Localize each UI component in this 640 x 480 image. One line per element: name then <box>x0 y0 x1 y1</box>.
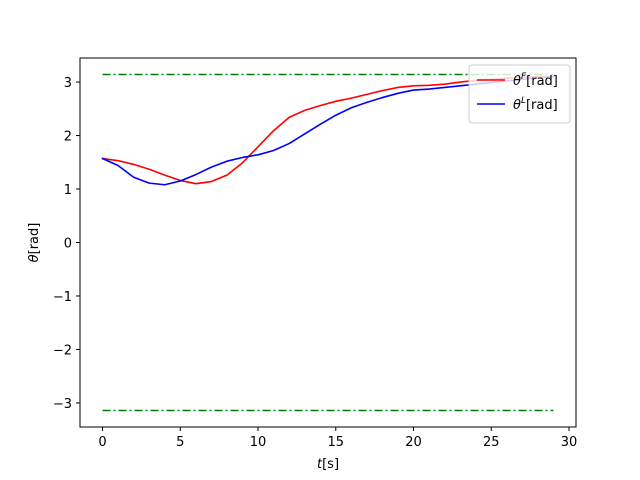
x-tick-label: 30 <box>561 435 578 450</box>
y-axis: −3 −2 −1 0 1 2 3 <box>53 76 80 412</box>
y-axis-label-unit: [rad] <box>27 223 42 255</box>
x-tick-label: 15 <box>328 435 345 450</box>
x-tick-label: 20 <box>405 435 422 450</box>
x-tick-label: 5 <box>176 435 184 450</box>
y-tick-label: −3 <box>53 397 72 412</box>
x-axis-label: t[s] <box>317 457 339 472</box>
x-axis-label-unit: [s] <box>322 457 339 472</box>
legend-label-theta-f: θF[rad] <box>513 72 558 89</box>
y-tick-label: 2 <box>64 130 72 145</box>
y-tick-label: −2 <box>53 343 72 358</box>
y-axis-label: θ[rad] <box>27 223 42 263</box>
y-tick-label: 3 <box>64 76 72 91</box>
x-tick-label: 25 <box>483 435 500 450</box>
y-tick-label: −1 <box>53 290 72 305</box>
x-axis: 0 5 10 15 20 25 30 <box>98 427 577 450</box>
y-axis-label-symbol: θ <box>27 254 42 262</box>
legend-label-theta-l: θL[rad] <box>513 96 558 113</box>
legend: θF[rad] θL[rad] <box>468 64 571 124</box>
x-axis-label-symbol: t <box>317 457 323 472</box>
x-tick-label: 0 <box>98 435 106 450</box>
x-tick-label: 10 <box>250 435 267 450</box>
y-tick-label: 0 <box>64 237 72 252</box>
y-tick-label: 1 <box>64 183 72 198</box>
